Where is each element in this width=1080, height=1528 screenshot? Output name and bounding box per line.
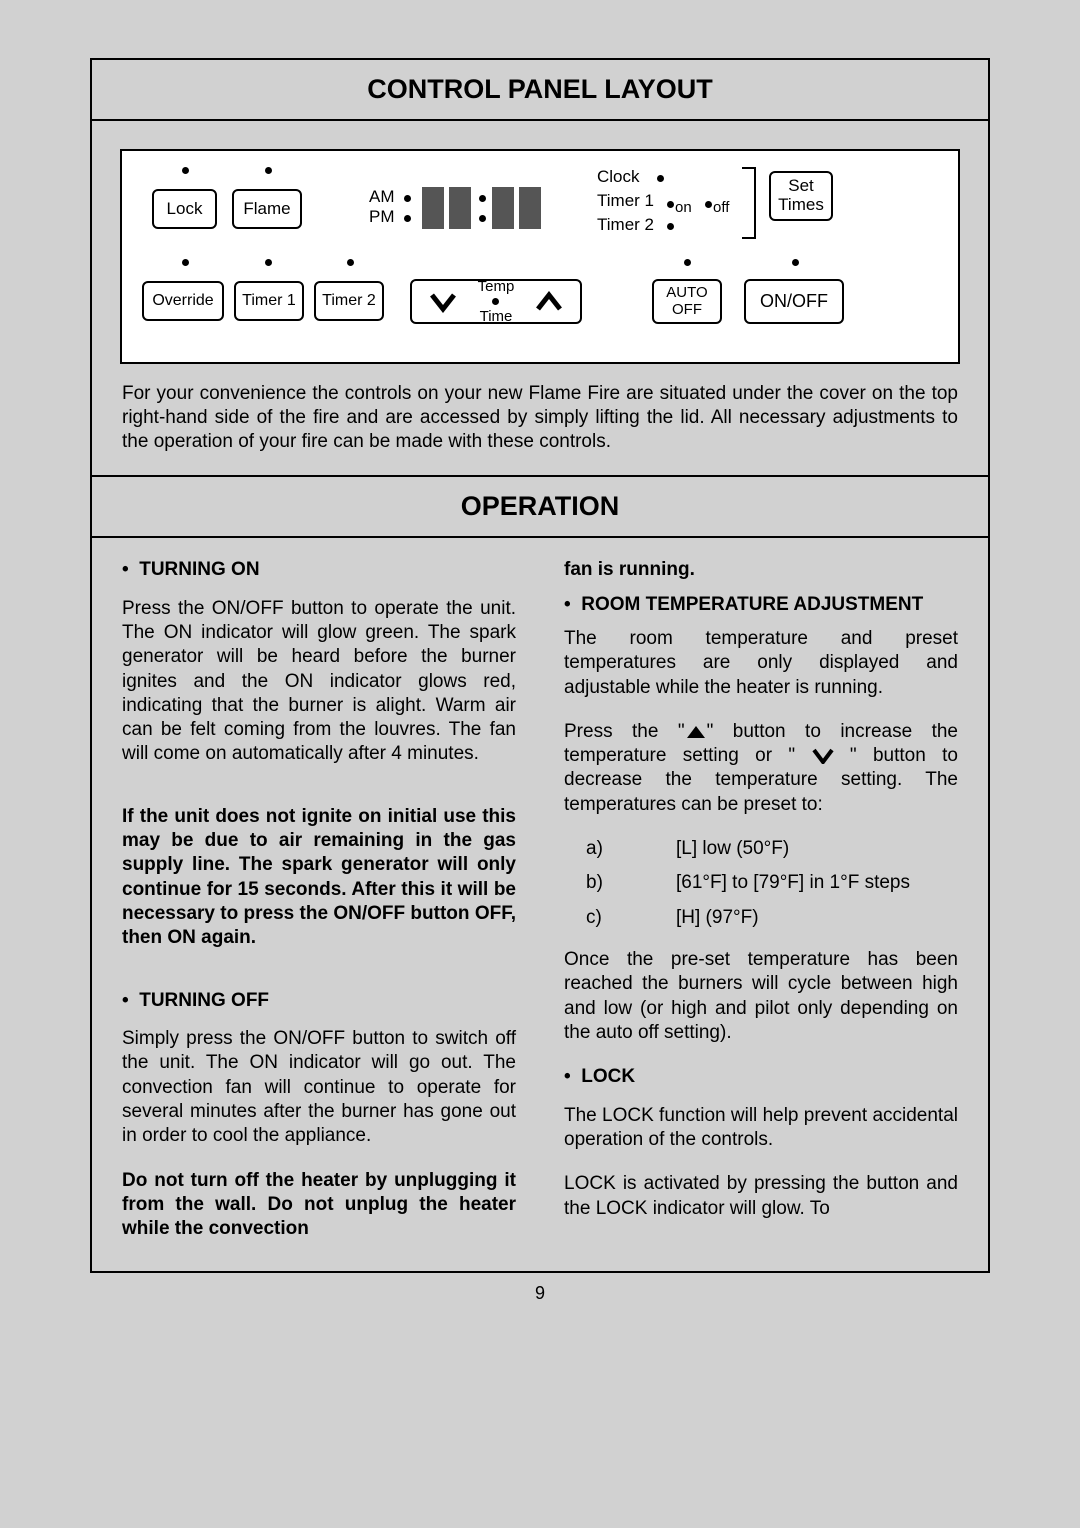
auto-off-label: OFF: [672, 302, 702, 319]
up-arrow-icon: [534, 291, 564, 313]
clock-label: Clock: [597, 167, 640, 187]
lock-label: Lock: [167, 199, 203, 219]
indicator-dot: [265, 259, 272, 266]
set-times-button[interactable]: Set Times: [769, 171, 833, 221]
lcd-segment: [519, 187, 541, 229]
preset-reached-text: Once the pre-set temperature has been re…: [564, 948, 958, 1045]
unplug-warning: Do not turn off the heater by unplugging…: [122, 1169, 516, 1242]
set-label: Set: [788, 177, 814, 196]
control-panel-layout-title: CONTROL PANEL LAYOUT: [92, 60, 988, 121]
indicator-dot: [492, 298, 499, 305]
indicator-dot: [479, 195, 486, 202]
lock-header: • LOCK: [564, 1065, 958, 1089]
off-label: off: [713, 199, 729, 216]
lcd-segment: [422, 187, 444, 229]
indicator-dot: [404, 195, 411, 202]
timer2-button[interactable]: Timer 2: [314, 281, 384, 321]
indicator-dot: [667, 223, 674, 230]
on-off-button[interactable]: ON/OFF: [744, 279, 844, 324]
list-key: b): [586, 871, 676, 895]
indicator-dot: [265, 167, 272, 174]
temp-time-control[interactable]: Temp Time: [410, 279, 582, 324]
time-label: Time: [478, 309, 515, 324]
onoff-label: ON/OFF: [760, 291, 828, 312]
control-panel-diagram: Lock Flame AM PM Clock Timer 1 on off Ti…: [120, 149, 960, 364]
lcd-segment: [492, 187, 514, 229]
indicator-dot: [347, 259, 354, 266]
operation-title: OPERATION: [92, 475, 988, 538]
room-temp-header: • ROOM TEMPERATURE ADJUSTMENT: [564, 593, 958, 617]
indicator-dot: [792, 259, 799, 266]
timer2-label: Timer 2: [597, 215, 654, 235]
turning-off-header: • TURNING OFF: [122, 989, 516, 1013]
pm-label: PM: [369, 207, 395, 227]
turning-off-text: Simply press the ON/OFF button to switch…: [122, 1027, 516, 1149]
turning-on-text: Press the ON/OFF button to operate the u…: [122, 597, 516, 767]
timer2-btn-label: Timer 2: [322, 292, 376, 310]
list-key: a): [586, 837, 676, 861]
override-button[interactable]: Override: [142, 281, 224, 321]
am-label: AM: [369, 187, 395, 207]
times-label: Times: [778, 196, 824, 215]
indicator-dot: [479, 215, 486, 222]
list-val: [H] (97°F): [676, 906, 759, 930]
list-key: c): [586, 906, 676, 930]
lock-text-2: LOCK is activated by pressing the button…: [564, 1172, 958, 1221]
indicator-dot: [182, 259, 189, 266]
bracket-line: [742, 167, 756, 239]
right-column: fan is running. • ROOM TEMPERATURE ADJUS…: [564, 558, 958, 1261]
intro-paragraph: For your convenience the controls on you…: [92, 382, 988, 475]
turning-on-header: • TURNING ON: [122, 558, 516, 582]
operation-columns: • TURNING ON Press the ON/OFF button to …: [92, 538, 988, 1271]
on-label: on: [675, 199, 692, 216]
press-button-text: Press the "" button to increase the temp…: [564, 720, 958, 817]
indicator-dot: [657, 175, 664, 182]
override-label: Override: [152, 292, 213, 310]
indicator-dot: [684, 259, 691, 266]
auto-off-button[interactable]: AUTO OFF: [652, 279, 722, 324]
room-temp-text: The room temperature and preset temperat…: [564, 627, 958, 700]
timer1-label: Timer 1: [597, 191, 654, 211]
down-arrow-icon: [812, 748, 834, 764]
auto-label: AUTO: [666, 285, 707, 302]
lcd-segment: [449, 187, 471, 229]
timer1-btn-label: Timer 1: [242, 292, 296, 310]
flame-label: Flame: [243, 199, 290, 219]
temp-label: Temp: [478, 279, 515, 294]
ignite-warning: If the unit does not ignite on initial u…: [122, 805, 516, 951]
indicator-dot: [667, 201, 674, 208]
indicator-dot: [404, 215, 411, 222]
list-val: [L] low (50°F): [676, 837, 789, 861]
page-frame: CONTROL PANEL LAYOUT Lock Flame AM PM Cl…: [90, 58, 990, 1273]
timer1-button[interactable]: Timer 1: [234, 281, 304, 321]
down-arrow-icon: [428, 291, 458, 313]
fan-running: fan is running.: [564, 558, 958, 582]
list-val: [61°F] to [79°F] in 1°F steps: [676, 871, 910, 895]
flame-button[interactable]: Flame: [232, 189, 302, 229]
indicator-dot: [182, 167, 189, 174]
temp-preset-list: a)[L] low (50°F) b)[61°F] to [79°F] in 1…: [586, 837, 958, 930]
lock-button[interactable]: Lock: [152, 189, 217, 229]
lock-text-1: The LOCK function will help prevent acci…: [564, 1104, 958, 1153]
left-column: • TURNING ON Press the ON/OFF button to …: [122, 558, 516, 1261]
page-number: 9: [90, 1283, 990, 1304]
up-arrow-icon: [685, 724, 707, 740]
indicator-dot: [705, 201, 712, 208]
